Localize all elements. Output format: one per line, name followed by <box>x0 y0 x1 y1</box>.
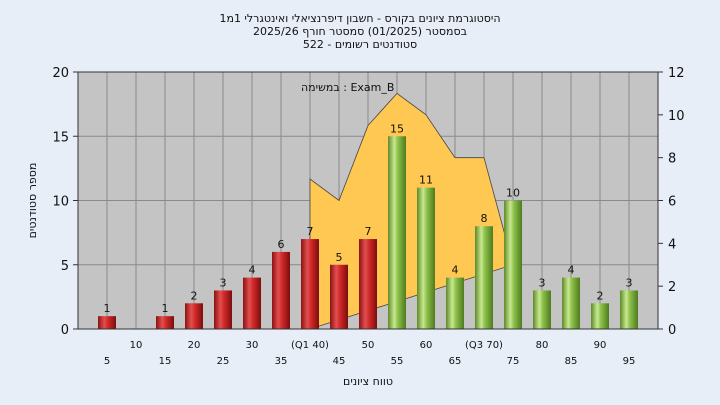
x-tick-label: 90 <box>594 340 607 351</box>
y2-tick-label: 2 <box>668 280 676 295</box>
y-tick-label: 5 <box>61 259 69 274</box>
y2-tick-label: 12 <box>668 66 685 81</box>
x-tick-label: 80 <box>536 340 549 351</box>
y2-tick-label: 6 <box>668 195 676 210</box>
bar <box>446 277 464 329</box>
bar <box>620 290 638 329</box>
bar-value-label: 1 <box>162 302 169 315</box>
y-tick-label: 10 <box>52 195 69 210</box>
x-tick-label: (Q3 70) <box>465 340 503 351</box>
chart-title-line-2: בסמסטר (01/2025) סמסטר חורף 2025/26 <box>253 25 467 38</box>
bar-value-label: 3 <box>626 276 633 289</box>
x-tick-label: 85 <box>565 356 578 367</box>
x-tick-label: 15 <box>159 356 172 367</box>
y2-tick-label: 4 <box>668 237 676 252</box>
bar <box>417 187 435 329</box>
bar <box>504 200 522 329</box>
bar <box>388 136 406 329</box>
x-tick-label: 20 <box>188 340 201 351</box>
x-tick-label: 25 <box>217 356 230 367</box>
y2-tick-label: 0 <box>668 323 676 338</box>
x-tick-label: (Q1 40) <box>291 340 329 351</box>
bar <box>243 277 261 329</box>
bar-value-label: 4 <box>249 264 256 277</box>
x-tick-label: 5 <box>104 356 110 367</box>
x-tick-label: 10 <box>130 340 143 351</box>
y-tick-label: 15 <box>52 130 69 145</box>
x-tick-label: 55 <box>391 356 404 367</box>
x-tick-label: 30 <box>246 340 259 351</box>
y-tick-label: 20 <box>52 66 69 81</box>
bar <box>301 239 319 329</box>
x-tick-label: 50 <box>362 340 375 351</box>
x-tick-label: 45 <box>333 356 346 367</box>
bar <box>330 264 348 329</box>
bar <box>533 290 551 329</box>
bar <box>562 277 580 329</box>
x-tick-label: 65 <box>449 356 462 367</box>
bar-value-label: 7 <box>365 225 372 238</box>
bar <box>214 290 232 329</box>
chart-title-line-1: היסטוגרמת ציונים בקורס - חשבון דיפרנציאל… <box>219 12 501 25</box>
x-axis-title: טווח ציונים <box>343 375 393 388</box>
bar-value-label: 15 <box>390 122 404 135</box>
bar-value-label: 2 <box>597 289 604 302</box>
y-axis-title: מספר סטודנטים <box>26 163 39 239</box>
bar-value-label: 2 <box>191 289 198 302</box>
bar-value-label: 3 <box>539 276 546 289</box>
bar-value-label: 6 <box>278 238 285 251</box>
bar <box>359 239 377 329</box>
x-tick-label: 35 <box>275 356 288 367</box>
chart-annotation: Exam_B : במשימה <box>301 81 394 94</box>
x-tick-label: 75 <box>507 356 520 367</box>
bar-value-label: 10 <box>506 187 520 200</box>
bar <box>156 316 174 329</box>
bar-value-label: 1 <box>104 302 111 315</box>
chart-title-line-3: סטודנטים רשומים - 522 <box>302 38 418 51</box>
bar-value-label: 4 <box>452 264 459 277</box>
bar <box>475 226 493 329</box>
x-tick-label: 95 <box>623 356 636 367</box>
y-tick-label: 0 <box>61 323 69 338</box>
y2-tick-label: 8 <box>668 152 676 167</box>
bar-value-label: 11 <box>419 174 433 187</box>
bar-value-label: 3 <box>220 276 227 289</box>
bar-value-label: 4 <box>568 264 575 277</box>
y2-tick-label: 10 <box>668 109 685 124</box>
bar <box>98 316 116 329</box>
bar <box>272 251 290 329</box>
bar <box>185 303 203 329</box>
bar-value-label: 8 <box>481 212 488 225</box>
x-tick-label: 60 <box>420 340 433 351</box>
bar-value-label: 7 <box>307 225 314 238</box>
bar-value-label: 5 <box>336 251 343 264</box>
bar <box>591 303 609 329</box>
